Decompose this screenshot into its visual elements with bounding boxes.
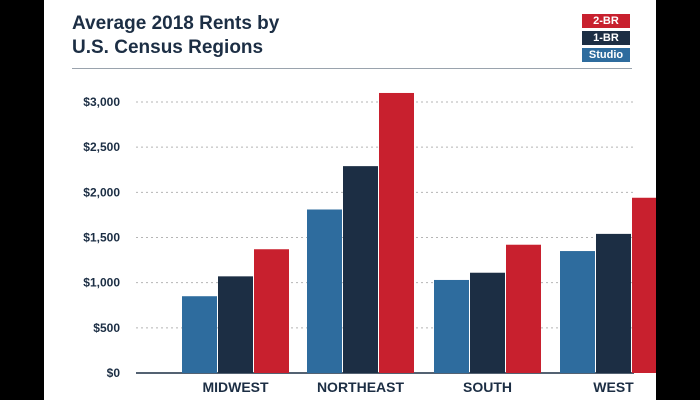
y-tick-label: $1,500 bbox=[83, 231, 120, 245]
y-tick-label: $3,000 bbox=[83, 95, 120, 109]
x-category-label: SOUTH bbox=[463, 379, 512, 395]
x-category-label: MIDWEST bbox=[202, 379, 269, 395]
bar-midwest-2-br bbox=[254, 249, 289, 373]
bar-midwest-studio bbox=[182, 296, 217, 373]
y-tick-label: $500 bbox=[93, 321, 120, 335]
y-tick-label: $2,000 bbox=[83, 185, 120, 199]
bar-west-2-br bbox=[632, 197, 656, 373]
legend-item-2br: 2-BR bbox=[582, 14, 630, 28]
bar-south-1-br bbox=[470, 272, 505, 373]
y-tick-label: $2,500 bbox=[83, 140, 120, 154]
bar-south-studio bbox=[434, 279, 469, 373]
bar-south-2-br bbox=[506, 244, 541, 373]
chart-title-line-2: U.S. Census Regions bbox=[72, 37, 264, 58]
bar-west-1-br bbox=[596, 233, 631, 373]
y-tick-label: $0 bbox=[107, 366, 121, 380]
bar-midwest-1-br bbox=[218, 276, 253, 373]
legend-item-1br: 1-BR bbox=[582, 31, 630, 45]
chart-title: Average 2018 Rents by U.S. Census Region… bbox=[72, 12, 472, 60]
x-category-label: WEST bbox=[593, 379, 634, 395]
bar-northeast-2-br bbox=[379, 92, 414, 373]
x-category-label: NORTHEAST bbox=[317, 379, 405, 395]
title-divider bbox=[72, 68, 632, 69]
chart-legend: 2-BR 1-BR Studio bbox=[582, 14, 630, 65]
y-tick-label: $1,000 bbox=[83, 276, 120, 290]
legend-item-studio: Studio bbox=[582, 48, 630, 62]
bar-northeast-studio bbox=[307, 209, 342, 373]
bar-chart: $0 $500 $1,000 $1,500 $2,000 $2,500 $3,000 MIDW… bbox=[83, 92, 656, 395]
chart-panel: Average 2018 Rents by U.S. Census Region… bbox=[44, 0, 656, 400]
chart-title-line-1: Average 2018 Rents by bbox=[72, 13, 280, 34]
bar-northeast-1-br bbox=[343, 166, 378, 373]
bar-west-studio bbox=[560, 251, 595, 373]
